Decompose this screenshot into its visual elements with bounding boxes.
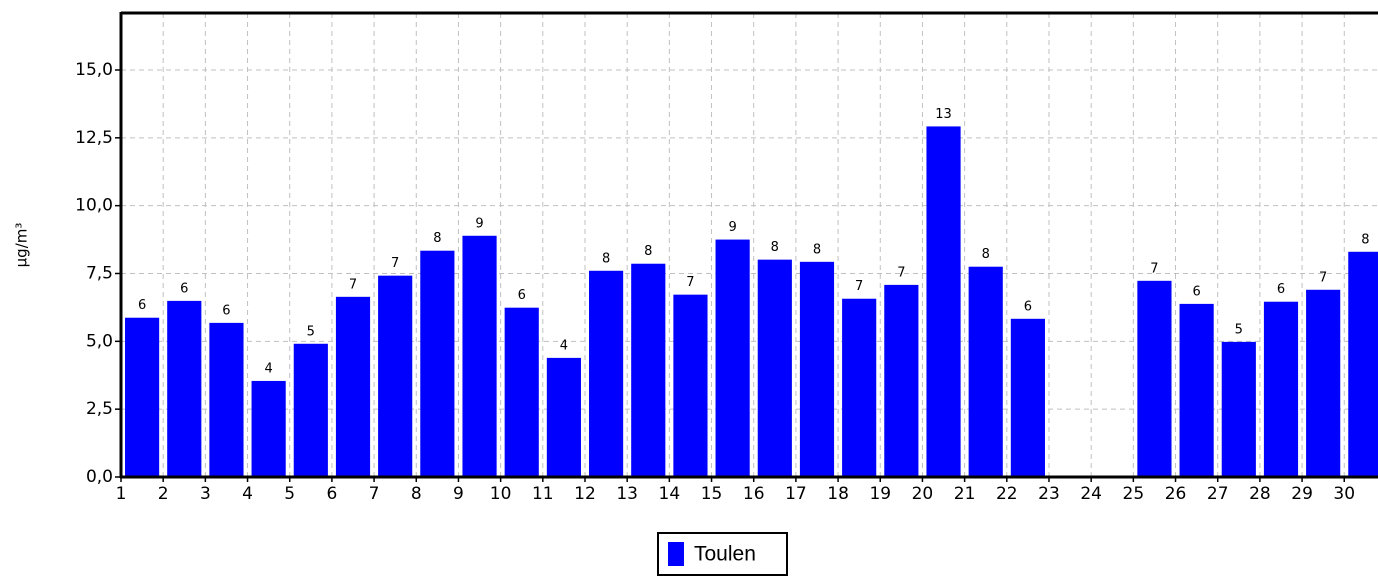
value-label: 6	[518, 288, 526, 303]
x-tick-label: 29	[1291, 484, 1313, 504]
x-tick-label: 28	[1249, 484, 1271, 504]
x-tick-label: 14	[659, 484, 681, 504]
value-label: 9	[728, 220, 736, 235]
bar	[1348, 251, 1378, 477]
value-label: 7	[686, 275, 694, 290]
bar	[673, 294, 708, 477]
x-tick-label: 22	[996, 484, 1018, 504]
value-label: 8	[813, 242, 821, 257]
value-label: 9	[475, 216, 483, 231]
bar	[546, 357, 581, 477]
value-label: 7	[855, 279, 863, 294]
x-tick-label: 19	[869, 484, 891, 504]
y-tick-label: 12,5	[75, 128, 113, 148]
bars: 6 6 6 4 5 7 7 8 9 6 4 8 8 7 9 8 8 7 7 13 8 6 7 6 5 6 7 8	[125, 107, 1378, 477]
bar	[757, 259, 792, 477]
x-tick-label: 23	[1038, 484, 1060, 504]
x-tick-label: 5	[284, 484, 295, 504]
bar	[884, 284, 919, 477]
legend	[657, 532, 788, 576]
legend-label: Toulen	[694, 543, 756, 566]
bar	[420, 250, 455, 477]
y-tick-label: 2,5	[86, 399, 113, 419]
bar	[209, 322, 244, 477]
value-label: 7	[349, 277, 357, 292]
bar	[968, 266, 1003, 477]
value-label: 7	[897, 265, 905, 280]
bar	[462, 235, 497, 477]
bar	[1010, 318, 1045, 477]
x-tick-label: 4	[242, 484, 253, 504]
x-tick-label: 13	[616, 484, 638, 504]
bar	[631, 263, 666, 477]
x-tick-label: 8	[411, 484, 422, 504]
y-axis-label: µg/m³	[13, 223, 31, 268]
bar	[799, 261, 835, 477]
value-label: 8	[602, 251, 610, 266]
bar	[378, 275, 413, 477]
value-label: 8	[644, 244, 652, 259]
bar	[589, 270, 624, 477]
value-label: 6	[1277, 282, 1285, 297]
x-tick-label: 27	[1207, 484, 1229, 504]
x-tick-label: 11	[532, 484, 554, 504]
x-tick-label: 20	[912, 484, 934, 504]
x-tick-label: 3	[200, 484, 211, 504]
value-label: 4	[560, 338, 568, 353]
value-label: 6	[180, 281, 188, 296]
bar	[1306, 289, 1341, 477]
value-label: 7	[1150, 261, 1158, 276]
x-tick-label: 30	[1333, 484, 1355, 504]
x-tick-label: 26	[1165, 484, 1187, 504]
bar	[715, 239, 750, 477]
x-tick-label: 7	[369, 484, 380, 504]
x-tick-label: 18	[827, 484, 849, 504]
bar	[1221, 341, 1256, 477]
bar	[504, 307, 539, 477]
value-label: 4	[264, 361, 272, 376]
y-tick-label: 10,0	[75, 196, 113, 216]
bar	[1179, 303, 1214, 477]
value-label: 8	[1361, 232, 1369, 247]
y-tick-label: 5,0	[86, 331, 113, 351]
value-label: 6	[138, 298, 146, 313]
y-tick-label: 15,0	[75, 60, 113, 80]
x-tick-label: 21	[954, 484, 976, 504]
bar	[167, 300, 202, 477]
value-label: 5	[1235, 322, 1243, 337]
value-label: 13	[935, 107, 952, 122]
bar	[1137, 280, 1172, 477]
legend-swatch	[668, 542, 684, 566]
bar	[926, 126, 961, 477]
x-tick-label: 2	[158, 484, 169, 504]
value-label: 6	[1192, 284, 1200, 299]
value-label: 5	[307, 324, 315, 339]
value-label: 7	[391, 256, 399, 271]
x-tick-label: 9	[453, 484, 464, 504]
bar	[293, 343, 328, 477]
x-tick-label: 12	[574, 484, 596, 504]
x-tick-label: 1	[116, 484, 127, 504]
bar	[1263, 301, 1299, 477]
x-tick-label: 24	[1080, 484, 1102, 504]
y-tick-label: 7,5	[86, 263, 113, 283]
value-label: 6	[222, 303, 230, 318]
value-label: 7	[1319, 270, 1327, 285]
x-tick-label: 15	[701, 484, 723, 504]
value-label: 8	[982, 247, 990, 262]
x-tick-label: 25	[1123, 484, 1145, 504]
x-tick-label: 17	[785, 484, 807, 504]
bar	[251, 380, 286, 477]
bar	[125, 317, 160, 477]
value-label: 8	[771, 240, 779, 255]
value-label: 6	[1024, 299, 1032, 314]
bar	[842, 298, 877, 477]
x-tick-label: 6	[326, 484, 337, 504]
value-label: 8	[433, 231, 441, 246]
x-tick-label: 10	[490, 484, 512, 504]
x-tick-label: 16	[743, 484, 765, 504]
bar	[335, 296, 371, 477]
y-tick-label: 0,0	[86, 467, 113, 487]
